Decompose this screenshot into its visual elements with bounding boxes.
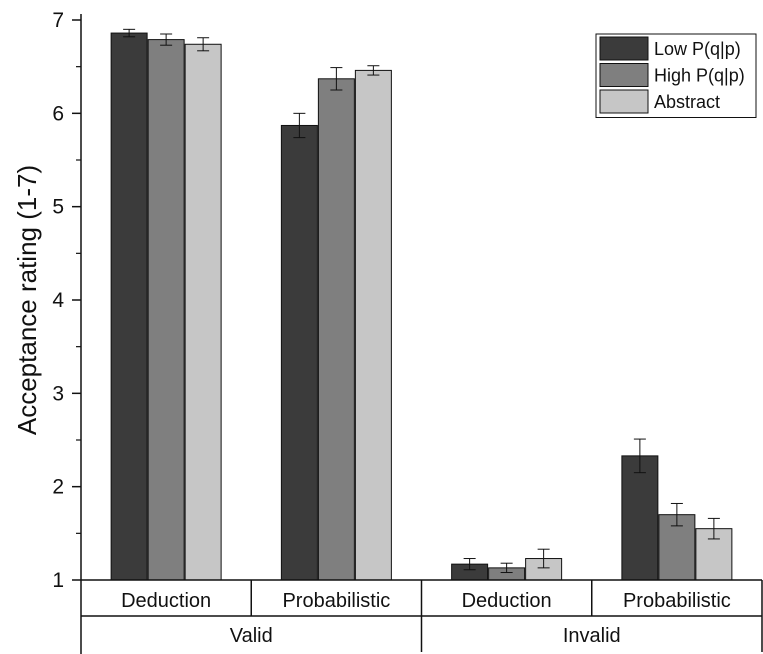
legend-label: High P(q|p) — [654, 66, 745, 86]
y-ticks-layer: 1 2 3 4 5 6 7 — [52, 9, 81, 592]
bar — [354, 69, 392, 581]
category-label: Probabilistic — [623, 590, 731, 612]
legend-label: Low P(q|p) — [654, 39, 741, 59]
group-label: Invalid — [563, 625, 621, 647]
category-labels-layer: Deduction Probabilistic Deduction Probabili… — [121, 590, 731, 647]
legend: Low P(q|p) High P(q|p) Abstract — [595, 33, 757, 118]
y-axis-title: Acceptance rating (1-7) — [12, 165, 42, 435]
bars-layer — [110, 32, 733, 581]
bar — [621, 455, 659, 581]
bar — [110, 32, 148, 581]
legend-swatch — [599, 63, 649, 87]
legend-swatch — [599, 89, 649, 114]
y-tick-label: 6 — [52, 102, 64, 125]
bar — [147, 39, 185, 581]
bar — [280, 124, 318, 581]
error-bars-layer — [123, 28, 720, 574]
y-tick-label: 7 — [52, 9, 64, 32]
y-tick-label: 5 — [52, 196, 64, 219]
category-label: Deduction — [462, 590, 552, 612]
y-tick-label: 1 — [52, 569, 64, 592]
y-tick-label: 4 — [52, 289, 64, 312]
legend-swatch — [599, 36, 649, 61]
y-tick-label: 3 — [52, 382, 64, 405]
category-label: Probabilistic — [282, 590, 390, 612]
group-label: Valid — [230, 625, 273, 647]
bar — [184, 43, 222, 581]
bar — [317, 78, 355, 581]
category-label: Deduction — [121, 590, 211, 612]
axes-layer — [80, 14, 763, 654]
y-tick-label: 2 — [52, 476, 64, 499]
legend-label: Abstract — [654, 92, 720, 112]
